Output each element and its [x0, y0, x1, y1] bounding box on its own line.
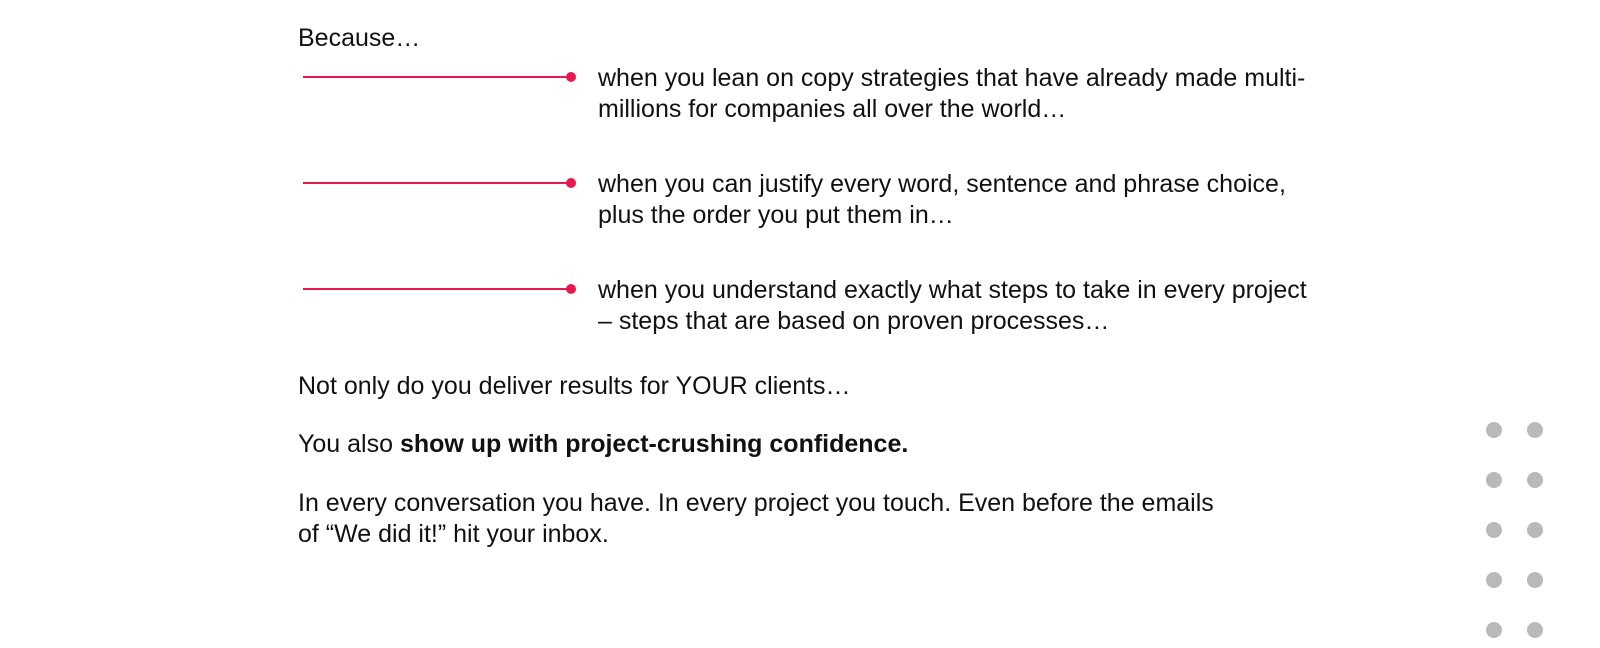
decorative-dot	[1486, 522, 1502, 538]
bullet-dot-icon	[566, 178, 576, 188]
decorative-dot	[1486, 622, 1502, 638]
decorative-dot	[1527, 522, 1543, 538]
bullet-item: when you lean on copy strategies that ha…	[303, 64, 1343, 146]
bullet-item: when you can justify every word, sentenc…	[303, 170, 1343, 252]
decorative-dot	[1527, 472, 1543, 488]
results-paragraph: Not only do you deliver results for YOUR…	[298, 372, 851, 400]
closing-paragraph: In every conversation you have. In every…	[298, 489, 1214, 548]
bullet-text: when you can justify every word, sentenc…	[598, 170, 1286, 229]
decorative-dot	[1527, 422, 1543, 438]
confidence-prefix: You also	[298, 430, 400, 458]
bullet-item: when you understand exactly what steps t…	[303, 276, 1343, 358]
dot-grid-icon	[1486, 422, 1546, 642]
bullet-line	[303, 76, 571, 78]
decorative-dot	[1486, 472, 1502, 488]
bullet-dot-icon	[566, 284, 576, 294]
bullet-line	[303, 182, 571, 184]
confidence-paragraph: You also show up with project-crushing c…	[298, 429, 1218, 460]
confidence-emphasis: show up with project-crushing confidence…	[399, 430, 909, 458]
decorative-dot	[1527, 572, 1543, 588]
intro-text: Because…	[298, 24, 421, 52]
decorative-dot	[1486, 572, 1502, 588]
bullet-dot-icon	[566, 72, 576, 82]
bullet-text: when you lean on copy strategies that ha…	[598, 64, 1306, 123]
decorative-dot	[1527, 622, 1543, 638]
bullet-text: when you understand exactly what steps t…	[598, 276, 1307, 335]
bullet-line	[303, 288, 571, 290]
decorative-dot	[1486, 422, 1502, 438]
